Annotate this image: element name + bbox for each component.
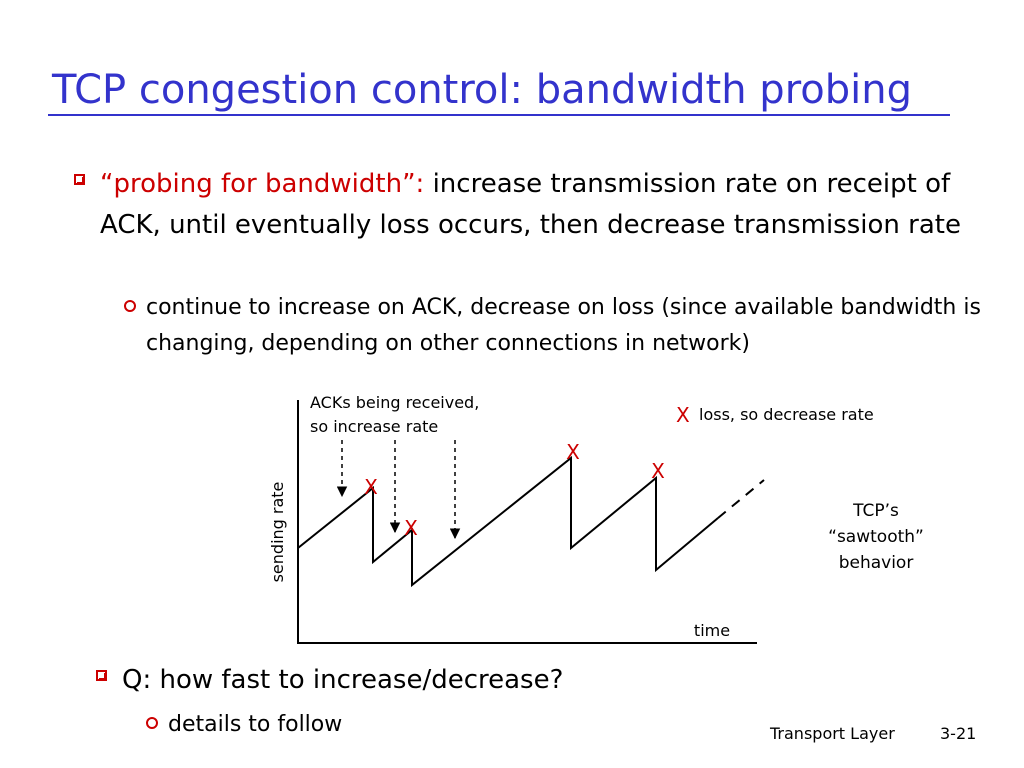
ring-bullet-icon — [124, 300, 136, 312]
sawtooth-caption-line: TCP’s — [852, 501, 899, 521]
x-axis-label: time — [694, 621, 730, 640]
slide-title: TCP congestion control: bandwidth probin… — [52, 67, 912, 113]
ring-bullet-icon — [146, 717, 158, 729]
checkbox-bullet-icon — [96, 670, 107, 681]
bullet-question: Q: how fast to increase/decrease? — [122, 665, 564, 695]
loss-legend-text: loss, so decrease rate — [699, 405, 874, 424]
sawtooth-continuation — [717, 479, 765, 519]
sub-bullet-continue: continue to increase on ACK, decrease on… — [146, 295, 981, 356]
title-underline — [48, 114, 950, 116]
bullet-probing-accent: “probing for bandwidth”: — [100, 169, 425, 199]
footer-section: Transport Layer — [770, 724, 895, 743]
loss-marker: X — [651, 459, 665, 483]
loss-legend-marker: X — [676, 403, 690, 427]
sawtooth-caption-line: “sawtooth” — [828, 527, 924, 547]
footer-page-number: 3-21 — [940, 724, 977, 743]
bullet-probing-text: increase transmission rate on receipt of… — [100, 169, 961, 240]
bullet-probing: “probing for bandwidth”: increase transm… — [100, 164, 980, 246]
ack-annotation-line: ACKs being received, — [310, 393, 479, 412]
sawtooth-line — [297, 455, 719, 588]
y-axis-label: sending rate — [268, 482, 287, 583]
loss-marker: X — [404, 516, 418, 540]
ack-annotation-line: so increase rate — [310, 417, 438, 436]
checkbox-bullet-icon — [74, 174, 85, 185]
loss-marker: X — [566, 440, 580, 464]
sawtooth-caption-line: behavior — [839, 553, 914, 573]
sub-bullet-details: details to follow — [168, 712, 343, 737]
loss-marker: X — [364, 475, 378, 499]
